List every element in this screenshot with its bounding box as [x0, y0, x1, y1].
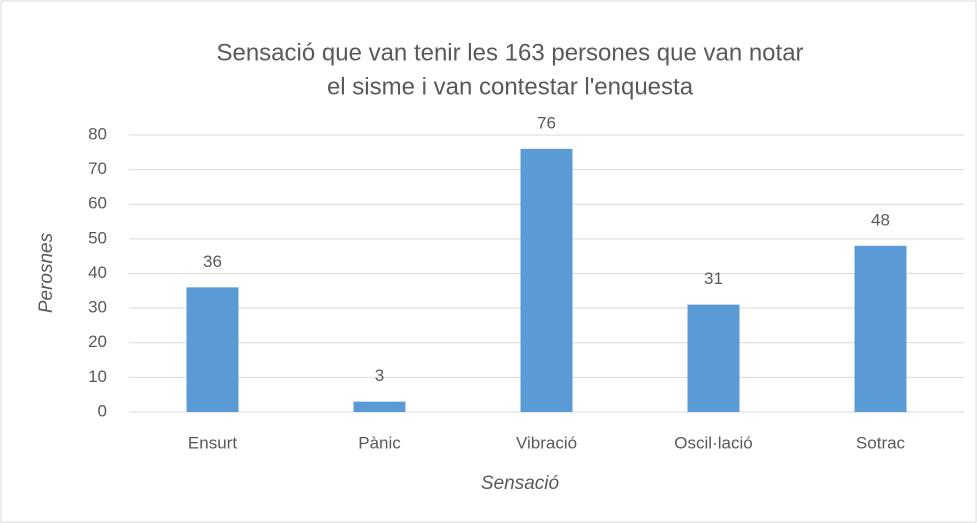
bar	[854, 245, 907, 412]
y-tick-label: 70	[88, 159, 107, 178]
bar	[353, 401, 406, 412]
data-label: 31	[704, 269, 723, 288]
x-tick-label: Pànic	[358, 433, 401, 452]
y-axis-label: Perosnes	[36, 232, 57, 313]
x-tick-label: Vibració	[516, 433, 577, 452]
y-tick-label: 10	[88, 367, 107, 386]
x-tick-label: Oscil·lació	[674, 433, 752, 452]
data-label: 48	[871, 210, 890, 229]
y-tick-label: 40	[88, 263, 107, 282]
y-tick-label: 20	[88, 332, 107, 351]
y-tick-label: 0	[98, 401, 107, 420]
bar	[687, 304, 740, 412]
data-label: 36	[203, 252, 222, 271]
bar	[186, 287, 239, 412]
data-label: 3	[375, 366, 384, 385]
x-tick-label: Ensurt	[188, 433, 237, 452]
bar	[520, 148, 573, 412]
y-tick-label: 30	[88, 298, 107, 317]
chart-title: el sisme i van contestar l'enquesta	[327, 73, 694, 100]
data-label: 76	[537, 113, 556, 132]
chart-title: Sensació que van tenir les 163 persones …	[216, 39, 803, 66]
x-tick-label: Sotrac	[856, 433, 906, 452]
y-tick-label: 60	[88, 194, 107, 213]
y-tick-label: 80	[88, 124, 107, 143]
x-axis-label: Sensació	[481, 473, 560, 494]
y-tick-label: 50	[88, 228, 107, 247]
